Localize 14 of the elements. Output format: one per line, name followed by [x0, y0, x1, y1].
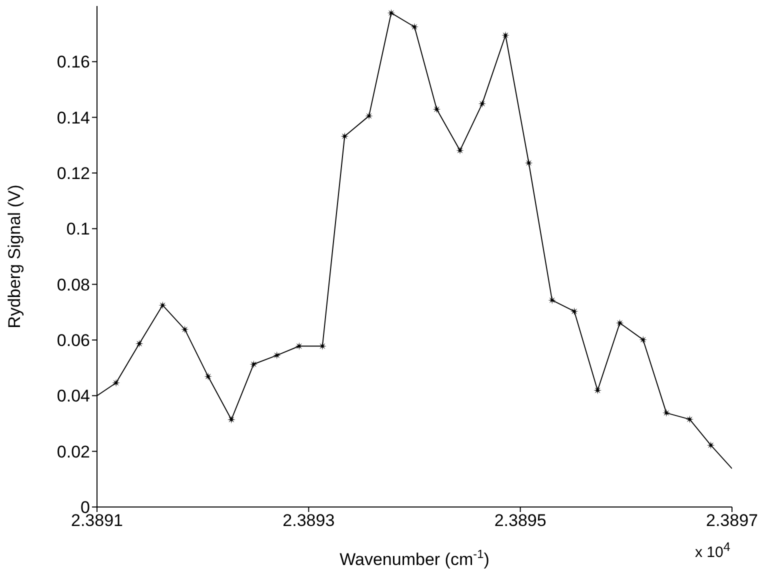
- x-tick-label: 2.3897: [706, 511, 758, 530]
- x-tick-label: 2.3895: [494, 511, 546, 530]
- y-tick-label: 0.04: [56, 386, 90, 406]
- y-tick-label: 0.1: [66, 220, 90, 239]
- y-axis-title: Rydberg Signal (V): [5, 184, 24, 328]
- y-tick-label: 0.08: [56, 275, 90, 294]
- text: x 10$^{4}$: [695, 540, 730, 561]
- x-tick-label: 2.3893: [282, 511, 335, 530]
- y-tick-label: 0.12: [56, 164, 90, 184]
- x-axis-title: Wavenumber (cm$^{-1}$): [340, 547, 490, 569]
- y-tick-label: 0.02: [56, 442, 90, 462]
- y-tick-label: 0.14: [56, 108, 90, 128]
- y-tick-label: 0.06: [56, 331, 90, 350]
- y-tick-label: 0.16: [56, 52, 90, 72]
